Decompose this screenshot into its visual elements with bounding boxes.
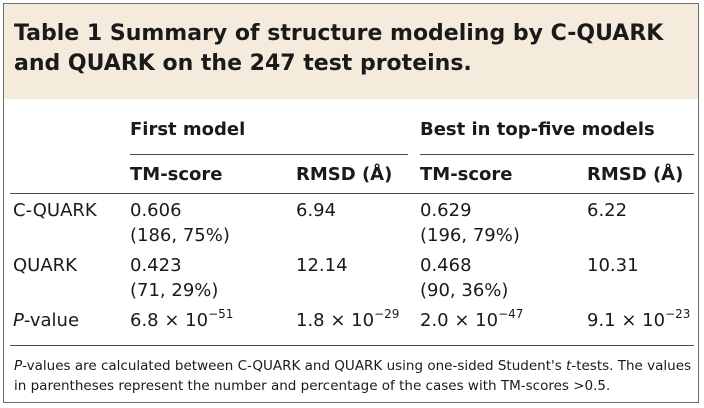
subheader-best-rmsd: RMSD (Å) (587, 164, 684, 185)
c-quark-best-tm: 0.629 (420, 200, 472, 221)
group-header-best-top-five: Best in top-five models (420, 119, 655, 140)
quark-first-tm-detail: (71, 29%) (130, 280, 219, 301)
table-frame: Table 1 Summary of structure modeling by… (3, 3, 699, 403)
c-quark-first-tm-detail: (186, 75%) (130, 225, 230, 246)
p-value-first-rmsd-exponent: −29 (374, 307, 400, 321)
c-quark-first-rmsd: 6.94 (296, 200, 337, 221)
table-caption: Table 1 Summary of structure modeling by… (14, 21, 664, 76)
c-quark-best-rmsd: 6.22 (587, 200, 628, 221)
rule-best-top-five (420, 154, 694, 155)
p-value-label-rest: -value (23, 310, 80, 331)
p-value-best-rmsd-base: 9.1 × 10 (587, 310, 666, 331)
quark-best-tm-detail: (90, 36%) (420, 280, 509, 301)
p-value-first-rmsd-base: 1.8 × 10 (296, 310, 375, 331)
rule-table-bottom (10, 345, 694, 346)
c-quark-best-tm-detail: (196, 79%) (420, 225, 520, 246)
footnote-p-italic: P (14, 358, 23, 374)
table-footnote: P-values are calculated between C-QUARK … (14, 356, 694, 396)
p-value-first-tm-base: 6.8 × 10 (130, 310, 209, 331)
subheader-best-tm-score: TM-score (420, 164, 513, 185)
p-value-best-rmsd: 9.1 × 10−23 (587, 307, 691, 332)
p-value-best-tm: 2.0 × 10−47 (420, 307, 524, 332)
row-label-quark: QUARK (13, 255, 77, 276)
c-quark-first-tm: 0.606 (130, 200, 182, 221)
rule-first-model (130, 154, 408, 155)
quark-best-tm: 0.468 (420, 255, 472, 276)
quark-best-rmsd: 10.31 (587, 255, 639, 276)
table-caption-band: Table 1 Summary of structure modeling by… (4, 4, 698, 99)
group-header-first-model: First model (130, 119, 246, 140)
footnote-part1: -values are calculated between C-QUARK a… (22, 358, 567, 374)
p-value-label-italic: P (13, 310, 24, 331)
footnote-t-italic: t (566, 358, 572, 374)
rule-header-bottom (10, 193, 694, 194)
subheader-first-rmsd: RMSD (Å) (296, 164, 393, 185)
p-value-first-rmsd: 1.8 × 10−29 (296, 307, 400, 332)
p-value-first-tm: 6.8 × 10−51 (130, 307, 234, 332)
row-label-p-value: P-value (13, 310, 79, 332)
p-value-best-tm-base: 2.0 × 10 (420, 310, 499, 331)
subheader-first-tm-score: TM-score (130, 164, 223, 185)
quark-first-rmsd: 12.14 (296, 255, 348, 276)
p-value-first-tm-exponent: −51 (208, 307, 234, 321)
p-value-best-rmsd-exponent: −23 (665, 307, 691, 321)
quark-first-tm: 0.423 (130, 255, 182, 276)
footnote-part2: -tests. The values in parentheses repres… (14, 358, 692, 394)
row-label-c-quark: C-QUARK (13, 200, 97, 221)
p-value-best-tm-exponent: −47 (498, 307, 524, 321)
